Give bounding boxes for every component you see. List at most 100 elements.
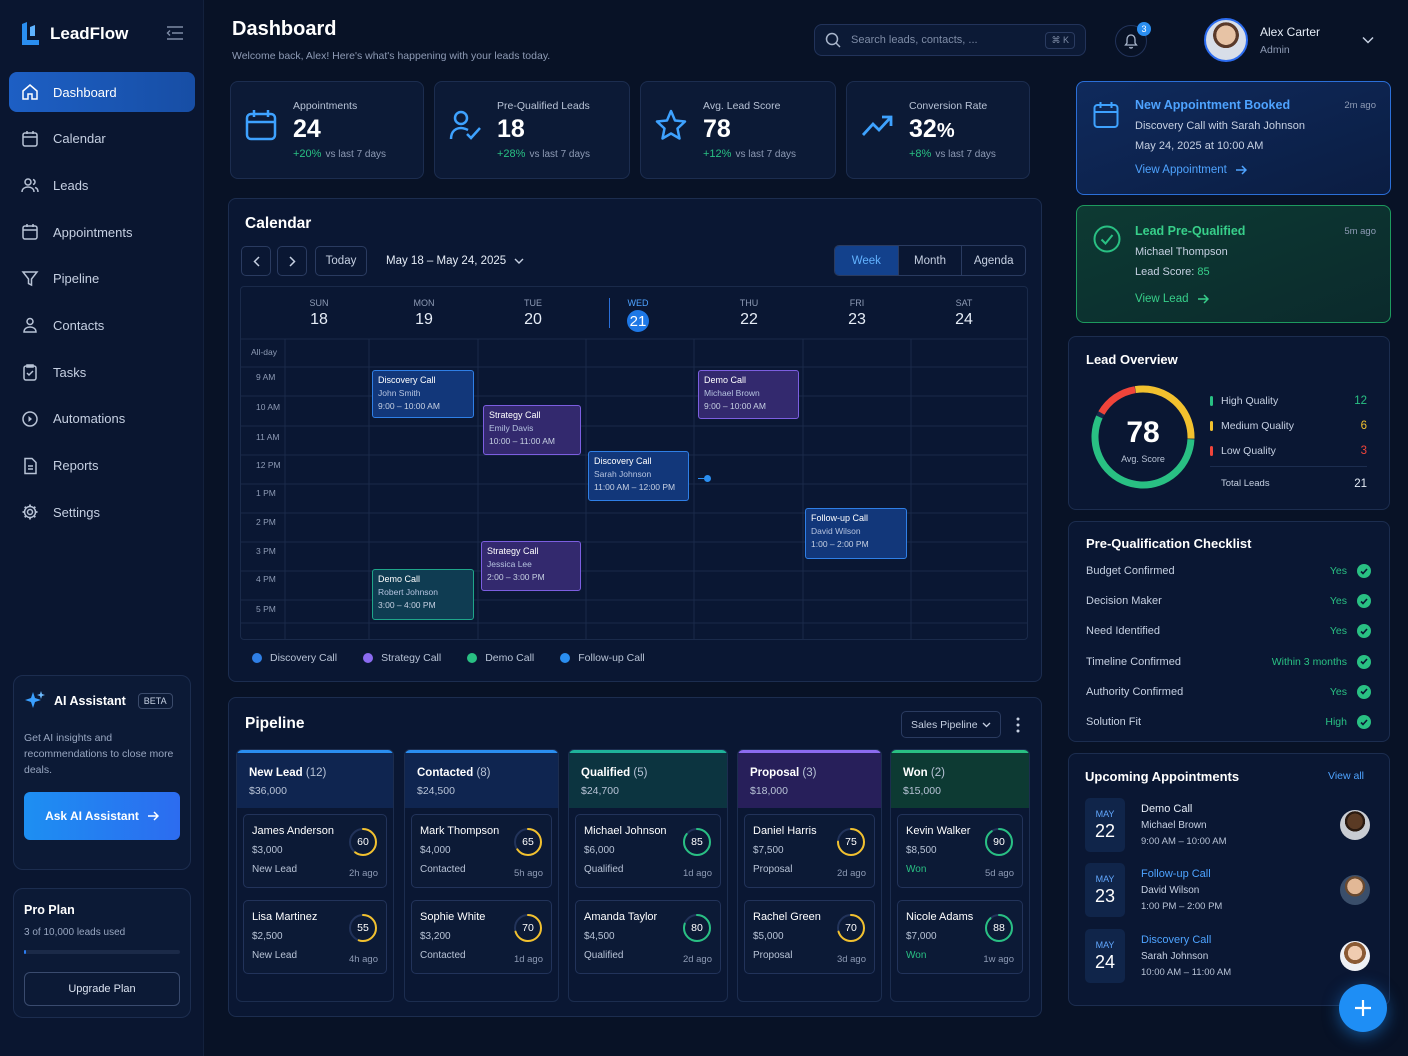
lead-card[interactable]: Sophie White $3,200 Contacted 70 1d ago	[411, 900, 552, 974]
stat-card-avg-lead-score[interactable]: Avg. Lead Score 78 +12% vs last 7 days	[640, 81, 836, 179]
stat-card-appointments[interactable]: Appointments 24 +20% vs last 7 days	[230, 81, 424, 179]
upgrade-plan-button[interactable]: Upgrade Plan	[24, 972, 180, 1006]
notification-appointment-booked[interactable]: New Appointment Booked Discovery Call wi…	[1076, 81, 1391, 195]
calendar-event[interactable]: Demo Call Robert Johnson 3:00 – 4:00 PM	[372, 569, 474, 620]
event-title: Demo Call	[704, 375, 747, 385]
appointment-contact: David Wilson	[1141, 885, 1200, 896]
view-week-tab[interactable]: Week	[835, 246, 899, 275]
lead-card[interactable]: James Anderson $3,000 New Lead 60 2h ago	[243, 814, 387, 888]
add-new-button[interactable]	[1339, 984, 1387, 1032]
day-header-mon[interactable]: MON 19	[384, 298, 464, 329]
pipeline-selector[interactable]: Sales Pipeline	[901, 711, 1001, 738]
lead-card[interactable]: Rachel Green $5,000 Proposal 70 3d ago	[744, 900, 875, 974]
prev-week-button[interactable]	[241, 246, 271, 276]
time-label: 11 AM	[256, 432, 280, 442]
date-range-picker[interactable]: May 18 – May 24, 2025	[386, 255, 524, 267]
sidebar-item-leads[interactable]: Leads	[9, 165, 195, 205]
lead-updated: 5d ago	[984, 868, 1014, 879]
sidebar-item-contacts[interactable]: Contacts	[9, 305, 195, 345]
pipeline-column-proposal: Proposal (3) $18,000 Daniel Harris $7,500 Pr…	[737, 749, 882, 1002]
stat-card-conversion-rate[interactable]: Conversion Rate 32% +8% vs last 7 days	[846, 81, 1030, 179]
sidebar-item-calendar[interactable]: Calendar	[9, 119, 195, 159]
today-button[interactable]: Today	[315, 246, 367, 276]
calendar-icon	[1093, 102, 1119, 128]
calendar-event[interactable]: Discovery Call Sarah Johnson 11:00 AM – 12…	[588, 451, 689, 501]
lead-card[interactable]: Nicole Adams $7,000 Won 88 1w ago	[897, 900, 1023, 974]
sidebar-item-pipeline[interactable]: Pipeline	[9, 259, 195, 299]
time-label: 9 AM	[256, 372, 276, 382]
stat-card-pre-qualified-leads[interactable]: Pre-Qualified Leads 18 +28% vs last 7 days	[434, 81, 630, 179]
user-menu[interactable]: Alex Carter Admin	[1204, 18, 1374, 62]
chevron-down-icon	[514, 258, 524, 264]
day-header-fri[interactable]: FRI 23	[817, 298, 897, 329]
view-lead-link[interactable]: View Lead	[1135, 293, 1376, 305]
lead-card[interactable]: Kevin Walker $8,500 Won 90 5d ago	[897, 814, 1023, 888]
day-number: 23	[848, 311, 866, 328]
lead-card[interactable]: Amanda Taylor $4,500 Qualified 80 2d ago	[575, 900, 721, 974]
column-amount: $18,000	[750, 785, 788, 797]
sidebar-item-tasks[interactable]: Tasks	[9, 352, 195, 392]
upcoming-appointment[interactable]: MAY 22 Demo Call Michael Brown 9:00 AM – 10:…	[1085, 797, 1370, 853]
lead-updated: 1w ago	[983, 954, 1014, 965]
user-avatar	[1204, 18, 1248, 62]
lead-card[interactable]: Daniel Harris $7,500 Proposal 75 2d ago	[744, 814, 875, 888]
calendar-event[interactable]: Demo Call Michael Brown 9:00 – 10:00 AM	[698, 370, 799, 419]
checklist-item: Solution Fit High	[1086, 707, 1371, 737]
sidebar-item-appointments[interactable]: Appointments	[9, 212, 195, 252]
gauge-segment	[1091, 385, 1195, 489]
lead-name: Michael Johnson	[584, 825, 667, 837]
calendar-event[interactable]: Follow-up Call David Wilson 1:00 – 2:00 PM	[805, 508, 907, 559]
notification-lead-prequalified[interactable]: Lead Pre-Qualified Michael Thompson Lead…	[1076, 205, 1391, 323]
user-check-icon	[449, 110, 481, 140]
event-time: 2:00 – 3:00 PM	[487, 572, 545, 582]
view-appointment-link[interactable]: View Appointment	[1135, 164, 1376, 176]
day-header-wed[interactable]: WED 21	[598, 298, 678, 332]
leadflow-logo-icon	[22, 22, 39, 45]
lead-amount: $3,000	[252, 845, 283, 856]
lead-card[interactable]: Lisa Martinez $2,500 New Lead 55 4h ago	[243, 900, 387, 974]
checklist-label: Budget Confirmed	[1086, 565, 1175, 578]
home-icon	[22, 84, 38, 100]
sidebar-item-reports[interactable]: Reports	[9, 446, 195, 486]
day-header-tue[interactable]: TUE 20	[493, 298, 573, 329]
upcoming-appointment[interactable]: MAY 24 Discovery Call Sarah Johnson 10:00 AM…	[1085, 928, 1370, 984]
current-time-dot	[704, 475, 711, 482]
more-options-icon[interactable]	[1014, 716, 1022, 734]
event-time: 1:00 – 2:00 PM	[811, 539, 869, 549]
day-header-sat[interactable]: SAT 24	[924, 298, 1004, 329]
day-header-thu[interactable]: THU 22	[709, 298, 789, 329]
day-name: WED	[627, 298, 649, 308]
event-title: Discovery Call	[378, 375, 436, 385]
view-month-tab[interactable]: Month	[899, 246, 963, 275]
lead-score-ring: 88	[984, 913, 1014, 943]
lead-card[interactable]: Mark Thompson $4,000 Contacted 65 5h ago	[411, 814, 552, 888]
calendar-icon	[22, 130, 38, 147]
sidebar-item-label: Tasks	[53, 364, 87, 380]
day-header-sun[interactable]: SUN 18	[279, 298, 359, 329]
ask-ai-assistant-button[interactable]: Ask AI Assistant	[24, 792, 180, 840]
appointment-month: MAY	[1095, 873, 1115, 884]
app-logo[interactable]: LeadFlow	[20, 20, 128, 48]
upcoming-title: Upcoming Appointments	[1085, 769, 1240, 784]
calendar-event[interactable]: Strategy Call Jessica Lee 2:00 – 3:00 PM	[481, 541, 581, 591]
search-input[interactable]	[851, 34, 1036, 46]
stat-change-value: +20%	[293, 148, 322, 160]
next-week-button[interactable]	[277, 246, 307, 276]
sidebar-item-settings[interactable]: Settings	[9, 492, 195, 532]
sidebar-item-automations[interactable]: Automations	[9, 399, 195, 439]
sparkle-icon	[25, 691, 45, 708]
collapse-sidebar-icon[interactable]	[166, 26, 184, 40]
time-label: 2 PM	[256, 517, 276, 527]
calendar-event[interactable]: Discovery Call John Smith 9:00 – 10:00 AM	[372, 370, 474, 418]
score-arc	[514, 828, 542, 856]
lead-card[interactable]: Michael Johnson $6,000 Qualified 85 1d ago	[575, 814, 721, 888]
score-arc	[837, 828, 865, 856]
time-label: 3 PM	[256, 546, 276, 556]
view-agenda-tab[interactable]: Agenda	[973, 254, 1014, 267]
view-all-link[interactable]: View all	[1328, 770, 1364, 782]
calendar-event[interactable]: Strategy Call Emily Davis 10:00 – 11:00 AM	[483, 405, 581, 455]
sidebar-item-dashboard[interactable]: Dashboard	[9, 72, 195, 112]
gauge-segment	[1091, 385, 1195, 489]
upcoming-appointment[interactable]: MAY 23 Follow-up Call David Wilson 1:00 PM –…	[1085, 862, 1370, 918]
notifications-button[interactable]	[1115, 25, 1147, 57]
